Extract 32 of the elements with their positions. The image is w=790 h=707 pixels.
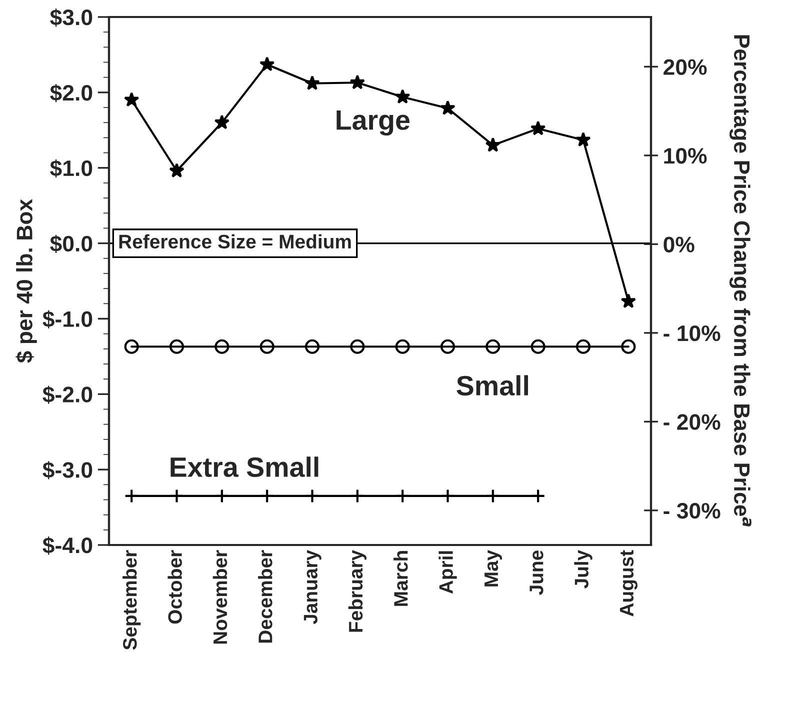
ref-line-label: Reference Size = Medium (119, 234, 351, 249)
y2-tick-label: - 20% (664, 414, 720, 430)
y-tick-label: $0.0 (50, 234, 92, 253)
x-tick-label: September (122, 550, 141, 650)
y2-tick-label: 10% (664, 148, 707, 164)
x-tick-label: February (348, 550, 366, 632)
x-tick-label: August (620, 550, 638, 616)
series-label: Large (336, 110, 410, 136)
x-tick-label: July (574, 550, 592, 588)
y-tick-label: $3.0 (50, 8, 92, 27)
y-tick-label: $-4.0 (42, 536, 92, 555)
x-tick-label: November (212, 550, 228, 644)
y2-tick-label: 20% (664, 59, 707, 75)
y-tick-label: $-1.0 (42, 310, 92, 328)
y2-tick-label: - 10% (664, 325, 720, 342)
x-tick-label: October (168, 550, 182, 624)
x-tick-label: December (258, 550, 272, 643)
y2-tick-label: 0% (664, 236, 694, 252)
y-tick-label: $1.0 (50, 159, 92, 178)
y2-tick-label: - 30% (664, 502, 720, 519)
y2-axis-title: Percentage Price Change from the Base Price$^{a}$ (729, 35, 752, 526)
y-tick-label: $2.0 (50, 84, 92, 102)
x-tick-label: May (484, 550, 502, 586)
y-axis-title: $ per 40 lb. Box (16, 199, 37, 363)
y-tick-label: $-3.0 (42, 461, 92, 480)
x-tick-label: January (304, 550, 322, 624)
y-tick-label: $-2.0 (42, 386, 92, 404)
x-tick-label: March (394, 551, 408, 606)
series-label: Small (456, 375, 528, 396)
series-label: Extra Small (170, 456, 318, 478)
x-tick-label: June (530, 550, 544, 595)
x-tick-label: April (438, 551, 457, 594)
